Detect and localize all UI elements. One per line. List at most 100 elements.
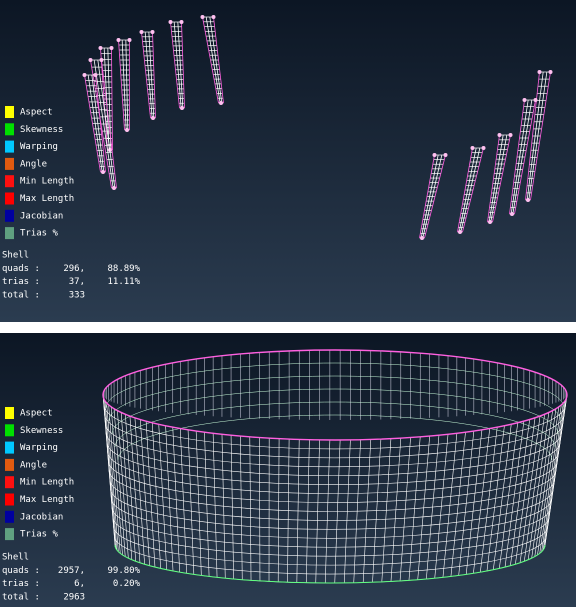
mesh-line: [117, 414, 553, 461]
node: [151, 116, 155, 120]
legend-swatch: [5, 510, 14, 523]
stats-cell: 99.80%: [107, 566, 140, 576]
legend-swatch: [5, 140, 14, 153]
mesh-line: [111, 507, 551, 548]
mesh-line: [213, 16, 224, 104]
mesh-line: [490, 134, 508, 223]
legend-swatch: [5, 227, 14, 240]
legend-swatch: [5, 407, 14, 419]
legend-label: Skewness: [20, 125, 63, 135]
legend-label: Min Length: [20, 177, 74, 187]
mesh-line: [95, 74, 106, 173]
stats-cell: total :: [2, 290, 40, 300]
mesh-line: [111, 388, 559, 435]
mesh-line: [422, 154, 443, 239]
legend-label: Aspect: [20, 409, 53, 419]
legend-label: Max Length: [20, 194, 74, 204]
mesh-line: [512, 99, 533, 215]
stats-cell: total :: [2, 592, 40, 602]
node: [420, 236, 424, 240]
mesh-line: [90, 59, 112, 189]
mesh-line: [100, 47, 108, 151]
legend-swatch: [5, 106, 14, 118]
node: [200, 15, 205, 19]
legend-swatch: [5, 493, 14, 506]
legend-label: Skewness: [20, 426, 63, 436]
stats-cell: 2963: [63, 592, 85, 602]
legend-swatch: [5, 528, 14, 541]
mesh-line: [462, 147, 484, 233]
mesh-line: [107, 460, 558, 503]
mesh-line: [112, 516, 550, 557]
stats-cell: 0.20%: [113, 579, 141, 589]
stats-cell: 88.89%: [107, 264, 140, 274]
rim: [102, 349, 568, 441]
mesh-line: [107, 451, 560, 494]
mesh-line: [148, 31, 155, 119]
legend-label: Angle: [20, 460, 47, 470]
mesh-line: [173, 21, 182, 109]
node: [548, 70, 553, 74]
mesh-line: [87, 74, 103, 173]
mesh-line: [109, 479, 555, 521]
node: [112, 186, 116, 190]
node: [101, 170, 105, 174]
mesh-line: [103, 47, 110, 151]
node: [116, 38, 121, 42]
legend-swatch: [5, 458, 14, 471]
stats-cell: 37,: [69, 277, 85, 287]
mesh-line: [101, 59, 117, 189]
mesh-line: [488, 134, 504, 223]
mesh-line: [104, 413, 565, 459]
mesh-line: [525, 71, 540, 201]
legend-swatch: [5, 175, 14, 188]
stats-cell: 333: [69, 290, 85, 300]
legend-label: Trias %: [20, 530, 59, 540]
mesh-line: [106, 441, 561, 485]
mesh-line: [114, 401, 556, 448]
node: [522, 98, 527, 102]
mesh-line: [152, 31, 156, 119]
mesh-line: [530, 71, 551, 201]
node: [179, 20, 184, 24]
node: [98, 46, 103, 50]
node: [82, 73, 87, 77]
mesh-line: [460, 147, 481, 233]
node: [109, 46, 114, 50]
mesh-line: [91, 74, 105, 173]
legend-swatch: [5, 424, 14, 437]
rim: [114, 544, 546, 584]
mesh-line: [487, 134, 500, 223]
node: [211, 15, 216, 19]
node: [508, 133, 513, 137]
mesh-line: [108, 375, 562, 422]
legend-label: Warping: [20, 142, 58, 152]
mesh-line: [113, 526, 549, 566]
legend-label: Trias %: [20, 229, 59, 239]
mesh-line: [113, 535, 547, 575]
mesh-line: [170, 21, 180, 109]
node: [443, 153, 448, 157]
node: [488, 220, 492, 224]
mesh-line: [121, 39, 127, 131]
mesh-line: [457, 147, 473, 233]
node: [533, 98, 538, 102]
mesh-line: [492, 134, 511, 223]
legend-swatch: [5, 157, 14, 170]
node: [470, 146, 475, 150]
mesh-line: [141, 31, 151, 119]
stats-cell: trias :: [2, 579, 40, 589]
mesh-line: [144, 31, 153, 119]
legend-label: Jacobian: [20, 512, 63, 522]
node: [168, 20, 173, 24]
overlay: Aspect Skewness Warping Angle Min Length Max …: [2, 106, 141, 602]
node: [458, 230, 462, 234]
mesh-line: [104, 423, 564, 468]
node: [526, 198, 530, 202]
mesh-line: [458, 147, 477, 233]
node: [125, 128, 129, 132]
node: [481, 146, 486, 150]
mesh-line: [97, 59, 116, 189]
